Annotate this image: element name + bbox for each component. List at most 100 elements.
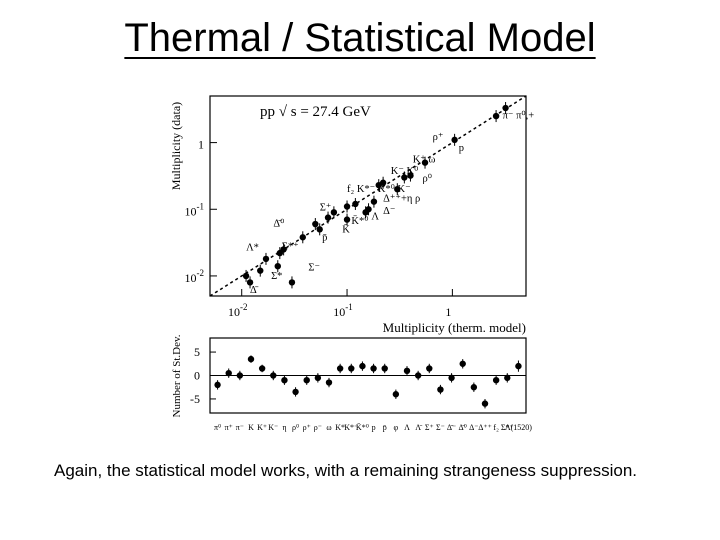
particle-label-1: ρ⁺ <box>433 132 444 143</box>
deviation-point-11 <box>336 365 344 372</box>
data-point-22 <box>262 255 270 263</box>
data-point-15 <box>330 209 338 216</box>
x-tick-label-0: 10-2 <box>228 302 248 319</box>
data-point-5 <box>401 174 408 181</box>
y-tick-label-0: 10-2 <box>185 268 205 285</box>
deviation-point-6 <box>281 376 288 384</box>
deviation-point-4 <box>258 365 266 372</box>
deviation-point-13 <box>359 362 366 370</box>
y-tick-base: 10 <box>185 204 197 218</box>
particle-label-0: π⁻ π⁰,+ <box>503 109 535 121</box>
category-label-15: p̄ <box>383 423 387 432</box>
particle-label-15: Λ* <box>246 243 259 254</box>
top-plot-frame <box>209 95 527 297</box>
data-point-21 <box>276 249 284 257</box>
bottom-y-axis-label: Number of St.Dev. <box>171 334 183 417</box>
category-label-22: Δ̄⁰ <box>459 423 467 432</box>
figure: 10-2 10-1 1 10-210-11 π⁻ π⁰,+ρ⁺pK⁺ ωK⁻ K⁰ρ… <box>169 95 534 432</box>
category-label-3: K <box>248 423 254 432</box>
x-tick-base: 1 <box>445 305 451 319</box>
slide-title: Thermal / Statistical Model <box>0 14 720 62</box>
category-label-5: K⁻ <box>268 423 278 432</box>
particle-label-17: Σ⁻ <box>308 263 320 274</box>
top-x-axis-label: Multiplicity (therm. model) <box>383 320 526 335</box>
data-point-16 <box>324 214 332 221</box>
deviation-point-19 <box>426 365 433 372</box>
deviation-point-15 <box>381 365 388 372</box>
category-label-27: Λ(1520) <box>505 423 532 432</box>
deviation-point-21 <box>448 374 455 382</box>
deviation-point-20 <box>437 386 444 393</box>
top-scatter-panel: 10-2 10-1 1 10-210-11 π⁻ π⁰,+ρ⁺pK⁺ ωK⁻ K⁰ρ… <box>169 95 534 335</box>
x-tick-exponent: -2 <box>240 302 248 312</box>
category-label-7: ρ⁰ <box>292 423 299 432</box>
particle-label-4: K⁻ K⁰ <box>391 165 419 177</box>
particle-label-7: Δ⁺⁺+η ρ <box>383 194 420 205</box>
bottom-data-points <box>214 355 522 409</box>
data-point-27 <box>288 279 296 286</box>
category-label-20: Σ⁻ <box>436 423 445 432</box>
particle-label-5: ρ⁰ <box>422 173 432 185</box>
data-point-9 <box>370 198 378 205</box>
particle-label-6: f₂ K*⁻ K*⁰ K⁻ <box>347 183 411 195</box>
category-label-21: Δ̄⁻ <box>447 423 456 432</box>
bottom-y-tick-label-2: -5 <box>190 392 200 406</box>
data-point-1 <box>492 112 500 120</box>
deviation-point-24 <box>481 400 489 407</box>
category-label-19: Σ⁺ <box>425 423 434 432</box>
top-y-axis-label: Multiplicity (data) <box>169 102 183 190</box>
category-label-24: Δ⁺⁺ <box>478 423 492 432</box>
particle-label-12: Δ̄⁰ <box>273 218 285 230</box>
data-point-17 <box>316 226 323 233</box>
particle-label-16: Σ*⁺ <box>282 241 299 252</box>
diagonal-reference-line <box>209 95 527 297</box>
y-tick-exponent: -2 <box>197 268 205 278</box>
category-label-1: π⁺ <box>225 423 233 432</box>
deviation-point-0 <box>214 381 221 389</box>
slide-title-text: Thermal / Statistical Model <box>124 16 596 60</box>
data-point-23 <box>274 262 281 270</box>
y-tick-label-2: 1 <box>198 138 204 152</box>
category-label-11: K* <box>335 423 345 432</box>
category-label-16: φ <box>394 423 399 432</box>
category-label-2: π⁻ <box>236 423 244 432</box>
deviation-point-16 <box>392 391 400 398</box>
category-label-4: K⁺ <box>257 423 267 432</box>
deviation-point-17 <box>403 367 411 375</box>
y-tick-exponent: -1 <box>197 201 205 211</box>
category-label-25: f₂ <box>493 423 499 432</box>
category-label-26: Σ*⁺ <box>501 423 514 432</box>
data-point-4 <box>407 172 414 179</box>
category-label-23: Δ⁻ <box>469 423 478 432</box>
particle-label-10: Λ <box>371 212 379 223</box>
data-point-24 <box>257 267 264 274</box>
particle-label-3: K⁺ ω <box>413 155 436 166</box>
bottom-y-tick-label-1: 0 <box>194 369 200 383</box>
particle-label-14: p̄ <box>322 232 327 243</box>
category-label-10: ω <box>326 423 331 432</box>
deviation-point-2 <box>236 372 244 379</box>
category-label-14: p <box>372 423 376 432</box>
top-chart-title: pp √ s = 27.4 GeV <box>260 104 371 120</box>
particle-label-2: p <box>459 143 464 154</box>
deviation-point-18 <box>414 372 422 379</box>
deviation-point-27 <box>515 362 522 370</box>
x-tick-base: 10 <box>333 305 345 319</box>
deviation-point-25 <box>492 376 500 384</box>
category-label-9: ρ⁻ <box>314 423 322 432</box>
x-tick-label-1: 10-1 <box>333 302 353 319</box>
y-tick-base: 10 <box>185 271 197 285</box>
deviation-point-8 <box>303 376 310 384</box>
top-data-points <box>242 102 509 289</box>
bottom-y-ticks: 5 0 -5 <box>190 345 216 406</box>
deviation-point-3 <box>247 355 255 363</box>
data-point-3 <box>421 159 429 166</box>
category-label-13: K̄*⁰ <box>356 423 369 432</box>
bottom-category-labels: π⁰ π⁺ π⁻ K K⁺ K⁻ η ρ⁰ ρ⁺ ρ⁻ ω K* K*⁻K̄*⁰ p p̄ φ Λ Λ̄ Σ⁺ Σ⁻ Δ… <box>214 423 532 432</box>
category-label-12: K*⁻ <box>344 423 358 432</box>
deviation-point-22 <box>459 360 466 367</box>
data-point-11 <box>362 209 369 216</box>
deviation-point-10 <box>325 379 333 386</box>
deviation-point-12 <box>348 365 355 372</box>
